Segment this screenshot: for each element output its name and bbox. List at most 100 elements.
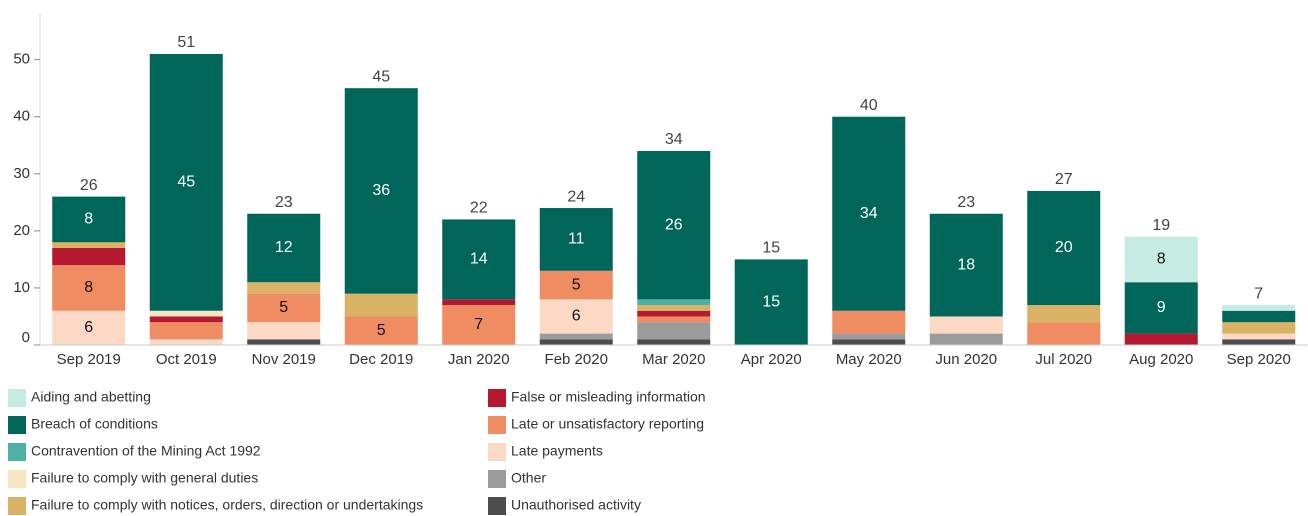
- x-tick-label: Mar 2020: [642, 351, 705, 368]
- total-label: 27: [1055, 171, 1073, 188]
- x-tick-label: Dec 2019: [349, 351, 413, 368]
- legend-label: Breach of conditions: [31, 416, 158, 432]
- total-label: 23: [275, 194, 293, 211]
- legend-swatch: [8, 443, 26, 461]
- bar-segment: [832, 333, 906, 340]
- y-tick-label: 50: [13, 51, 30, 68]
- total-label: 51: [177, 34, 195, 51]
- x-tick-label: Jun 2020: [935, 351, 997, 368]
- total-label: 19: [1152, 217, 1170, 234]
- segment-label: 9: [1157, 299, 1166, 316]
- x-tick-label: Aug 2020: [1129, 351, 1193, 368]
- bar-segment: [832, 310, 906, 334]
- bar-segment: [52, 247, 126, 266]
- bar-segment: [247, 282, 321, 294]
- legend-swatch: [488, 443, 506, 461]
- segment-label: 45: [177, 174, 195, 191]
- legend-label: False or misleading information: [511, 389, 706, 405]
- bar-segment: [52, 242, 126, 248]
- y-tick-label: 0: [22, 329, 30, 346]
- x-tick-label: Jan 2020: [448, 351, 510, 368]
- bar-segment: [637, 305, 711, 311]
- total-label: 15: [762, 240, 780, 257]
- bar-segment: [442, 299, 516, 306]
- segment-label: 5: [279, 299, 288, 316]
- bar-segment: [1124, 236, 1198, 283]
- legend-swatch: [488, 389, 506, 407]
- legend-label: Aiding and abetting: [31, 389, 151, 405]
- y-tick-label: 10: [13, 279, 30, 296]
- bar-segment: [247, 322, 321, 340]
- segment-label: 8: [1157, 251, 1166, 268]
- segment-label: 15: [762, 293, 780, 310]
- bar-segment: [637, 316, 711, 323]
- segment-label: 8: [84, 279, 93, 296]
- bar-segment: [344, 316, 418, 345]
- segment-label: 5: [572, 276, 581, 293]
- segment-label: 6: [572, 308, 581, 325]
- legend-label: Other: [511, 470, 546, 486]
- legend-label: Late or unsatisfactory reporting: [511, 416, 704, 432]
- legend-label: Late payments: [511, 443, 603, 459]
- bar-segment: [637, 339, 711, 345]
- bar-segment: [1222, 310, 1296, 323]
- bar-segment: [247, 293, 321, 323]
- bar-segment: [52, 196, 126, 243]
- bar-segment: [1124, 282, 1198, 334]
- bar-segment: [442, 305, 516, 345]
- total-label: 34: [665, 131, 683, 148]
- legend-label: Failure to comply with notices, orders, …: [31, 497, 423, 513]
- y-tick-label: 30: [13, 165, 30, 182]
- bar-segment: [929, 213, 1003, 317]
- x-tick-label: Jul 2020: [1035, 351, 1092, 368]
- legend-label: Contravention of the Mining Act 1992: [31, 443, 261, 459]
- segment-label: 14: [470, 251, 488, 268]
- total-label: 45: [372, 68, 390, 85]
- legend-swatch: [8, 470, 26, 488]
- legend-swatch: [8, 389, 26, 407]
- legend-swatch: [488, 470, 506, 488]
- bar-segment: [734, 259, 808, 345]
- bar-segment: [1222, 305, 1296, 311]
- bar-segment: [539, 270, 613, 300]
- total-label: 24: [567, 188, 585, 205]
- segment-label: 26: [665, 216, 683, 233]
- bar-segment: [52, 310, 126, 345]
- segment-label: 7: [474, 316, 483, 333]
- bar-segment: [1124, 333, 1198, 345]
- legend-swatch: [8, 497, 26, 515]
- legend-label: Failure to comply with general duties: [31, 470, 258, 486]
- bar-segment: [247, 339, 321, 345]
- x-tick-label: Oct 2019: [156, 351, 217, 368]
- total-label: 26: [80, 177, 98, 194]
- bar-segment: [637, 310, 711, 317]
- segment-label: 34: [860, 205, 878, 222]
- bar-segment: [929, 333, 1003, 345]
- x-tick-label: Nov 2019: [252, 351, 316, 368]
- segment-label: 18: [957, 256, 975, 273]
- segment-label: 8: [84, 211, 93, 228]
- segment-label: 12: [275, 239, 293, 256]
- bar-segment: [149, 53, 223, 311]
- bar-segment: [149, 322, 223, 340]
- segment-label: 5: [377, 322, 386, 339]
- bar-segment: [1222, 322, 1296, 334]
- x-tick-label: Apr 2020: [741, 351, 802, 368]
- total-label: 22: [470, 200, 488, 217]
- x-tick-label: Sep 2020: [1227, 351, 1291, 368]
- x-tick-label: May 2020: [836, 351, 902, 368]
- bar-segment: [637, 322, 711, 340]
- segment-label: 36: [372, 182, 390, 199]
- segment-label: 6: [84, 319, 93, 336]
- segment-label: 11: [568, 231, 585, 248]
- bar-segment: [637, 299, 711, 306]
- bar-segment: [832, 116, 906, 311]
- x-tick-label: Feb 2020: [545, 351, 608, 368]
- bar-segment: [637, 150, 711, 300]
- bar-segment: [539, 299, 613, 334]
- bar-segment: [247, 213, 321, 283]
- bar-segment: [832, 339, 906, 345]
- bar-segment: [149, 310, 223, 317]
- legend-swatch: [8, 416, 26, 434]
